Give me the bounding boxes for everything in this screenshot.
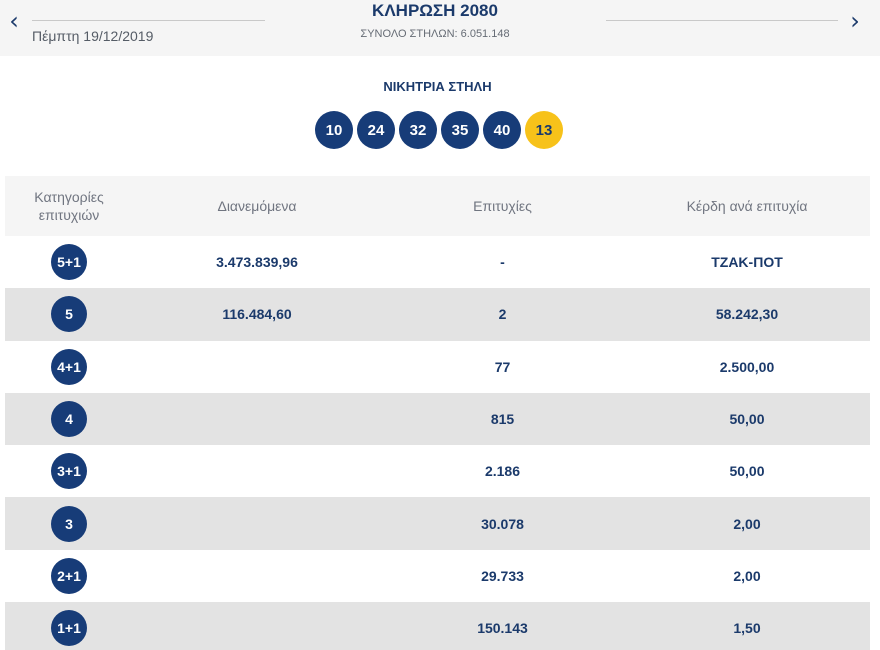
header-category-line1: Κατηγορίες: [34, 189, 104, 205]
header-winners: Επιτυχίες: [473, 198, 532, 214]
header-category: Κατηγορίες επιτυχιών: [5, 188, 133, 224]
winners-cell: 815: [490, 411, 515, 428]
chevron-right-icon[interactable]: ›: [850, 7, 860, 35]
table-row: 2+1 29.733 2,00: [5, 549, 870, 603]
table-row: 3 30.078 2,00: [5, 497, 870, 550]
chevron-left-icon[interactable]: ‹: [9, 7, 19, 35]
prize-cell: 50,00: [729, 411, 765, 428]
prize-cell: 50,00: [729, 463, 765, 480]
winning-numbers: 10 24 32 35 40 13: [315, 111, 563, 149]
category-badge: 1+1: [51, 610, 87, 647]
table-row: 5 116.484,60 2 58.242,30: [5, 288, 870, 341]
header-category-line2: επιτυχιών: [38, 207, 100, 223]
table-row: 3+1 2.186 50,00: [5, 445, 870, 498]
category-badge: 4+1: [51, 348, 87, 385]
prize-cell: ΤΖΑΚ-ΠΟΤ: [711, 254, 783, 271]
number-ball: 24: [357, 111, 395, 149]
number-ball: 40: [483, 111, 521, 149]
category-badge: 3: [51, 505, 87, 542]
winners-cell: 150.143: [477, 620, 528, 637]
prize-cell: 2.500,00: [719, 358, 775, 375]
category-badge: 2+1: [51, 557, 87, 594]
winners-cell: 30.078: [481, 515, 524, 532]
joker-ball: 13: [525, 111, 563, 149]
prize-table: Κατηγορίες επιτυχιών Διανεμόμενα Επιτυχί…: [5, 176, 870, 650]
category-badge: 4: [51, 401, 87, 438]
prize-cell: 1,50: [733, 620, 761, 637]
prize-cell: 2,00: [733, 515, 761, 532]
divider-left: [32, 20, 265, 21]
table-row: 4+1 77 2.500,00: [5, 340, 870, 393]
draw-date: Πέμπτη 19/12/2019: [32, 28, 154, 44]
distributed-cell: 3.473.839,96: [216, 254, 298, 271]
total-columns: ΣΥΝΟΛΟ ΣΤΗΛΩΝ: 6.051.148: [360, 28, 510, 40]
table-row: 1+1 150.143 1,50: [5, 602, 870, 650]
prize-cell: 58.242,30: [715, 306, 779, 323]
table-header: Κατηγορίες επιτυχιών Διανεμόμενα Επιτυχί…: [5, 176, 870, 236]
distributed-cell: 116.484,60: [222, 306, 292, 323]
number-ball: 10: [315, 111, 353, 149]
winning-column-title: ΝΙΚΗΤΡΙΑ ΣΤΗΛΗ: [383, 79, 492, 94]
divider-right: [606, 20, 838, 21]
winners-cell: 77: [494, 358, 511, 375]
number-ball: 32: [399, 111, 437, 149]
category-badge: 5+1: [51, 244, 87, 281]
winners-cell: -: [500, 254, 505, 271]
header-distributed: Διανεμόμενα: [217, 198, 297, 214]
category-badge: 5: [51, 296, 87, 333]
winners-cell: 2: [498, 306, 507, 323]
table-row: 4 815 50,00: [5, 392, 870, 446]
draw-title: ΚΛΗΡΩΣΗ 2080: [372, 1, 498, 20]
header-prize: Κέρδη ανά επιτυχία: [686, 198, 808, 214]
table-row: 5+1 3.473.839,96 - ΤΖΑΚ-ΠΟΤ: [5, 236, 870, 289]
winners-cell: 2.186: [484, 463, 521, 480]
draw-header: ‹ Πέμπτη 19/12/2019 ΚΛΗΡΩΣΗ 2080 ΣΥΝΟΛΟ …: [0, 0, 880, 56]
prize-cell: 2,00: [733, 567, 761, 584]
winners-cell: 29.733: [481, 567, 524, 584]
number-ball: 35: [441, 111, 479, 149]
category-badge: 3+1: [51, 453, 87, 490]
